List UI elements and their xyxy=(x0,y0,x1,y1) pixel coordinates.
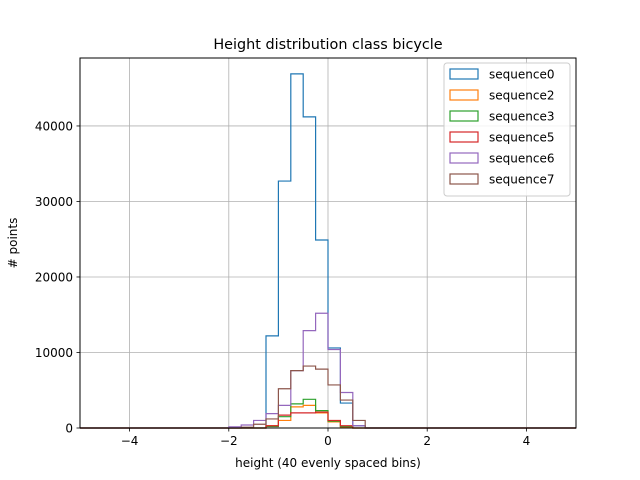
x-tick-label: −4 xyxy=(121,434,139,448)
axis-ticks: −4 −2 0 2 4 0 10000 20000 30000 40000 xyxy=(35,119,530,448)
legend-label: sequence7 xyxy=(489,173,554,187)
legend-label: sequence0 xyxy=(489,68,554,82)
y-axis-label: # points xyxy=(6,218,20,269)
x-tick-label: 2 xyxy=(423,434,431,448)
legend-swatch xyxy=(449,68,479,80)
legend-swatch xyxy=(449,131,479,143)
y-tick-label: 10000 xyxy=(35,346,73,360)
legend-label: sequence3 xyxy=(489,110,554,124)
legend-label: sequence5 xyxy=(489,131,554,145)
x-axis-label: height (40 evenly spaced bins) xyxy=(235,456,421,470)
legend-swatch xyxy=(449,89,479,101)
legend-label: sequence6 xyxy=(489,152,554,166)
y-tick-label: 30000 xyxy=(35,195,73,209)
legend-swatch xyxy=(449,173,479,185)
legend: sequence0 sequence2 sequence3 sequence5 sequ… xyxy=(443,62,571,197)
y-tick-label: 40000 xyxy=(35,119,73,133)
legend-swatch xyxy=(449,152,479,164)
y-tick-label: 20000 xyxy=(35,270,73,284)
x-tick-label: −2 xyxy=(220,434,238,448)
legend-label: sequence2 xyxy=(489,89,554,103)
x-tick-label: 4 xyxy=(523,434,531,448)
x-tick-label: 0 xyxy=(324,434,332,448)
y-tick-label: 0 xyxy=(65,421,73,435)
chart-title: Height distribution class bicycle xyxy=(213,37,442,53)
legend-swatch xyxy=(449,110,479,122)
